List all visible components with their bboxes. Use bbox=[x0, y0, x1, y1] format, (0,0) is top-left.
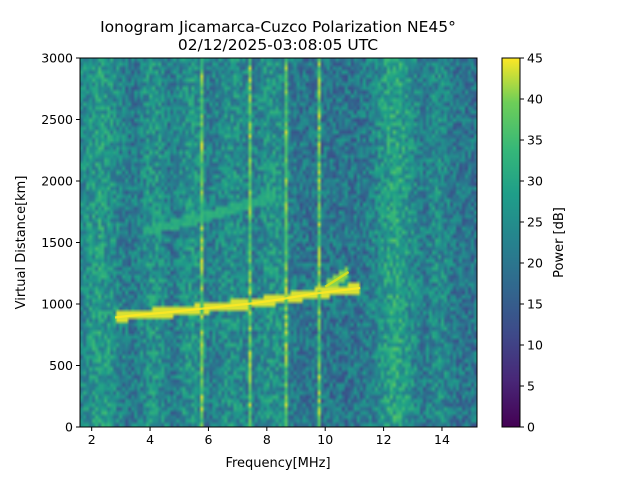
x-tick-label: 14 bbox=[434, 432, 450, 447]
x-tick-label: 10 bbox=[317, 432, 333, 447]
echo-spur-line bbox=[324, 270, 350, 288]
echo-trace-line bbox=[114, 286, 361, 319]
colorbar-tick-label: 0 bbox=[527, 420, 535, 435]
x-axis-label: Frequency[MHz] bbox=[225, 456, 330, 471]
heatmap-image bbox=[80, 58, 477, 427]
colorbar-label: Power [dB] bbox=[552, 207, 567, 278]
colorbar-tick-label: 5 bbox=[527, 379, 535, 394]
colorbar bbox=[502, 58, 520, 427]
x-tick-label: 12 bbox=[376, 432, 392, 447]
y-tick-label: 500 bbox=[49, 358, 73, 373]
colorbar-axis: 0 5 10 15 20 25 30 35 40 45 bbox=[520, 51, 543, 435]
colorbar-tick-label: 20 bbox=[527, 256, 543, 271]
heatmap-area bbox=[80, 58, 477, 427]
colorbar-tick-label: 25 bbox=[527, 215, 543, 230]
chart-title-line2: 02/12/2025-03:08:05 UTC bbox=[178, 36, 378, 54]
y-tick-label: 1500 bbox=[41, 235, 73, 250]
x-tick-label: 4 bbox=[146, 432, 154, 447]
y-tick-label: 0 bbox=[65, 420, 73, 435]
colorbar-frame bbox=[501, 57, 521, 428]
colorbar-tick-label: 30 bbox=[527, 174, 543, 189]
x-axis: 2 4 6 8 10 12 14 bbox=[88, 427, 450, 447]
chart-title-line1: Ionogram Jicamarca-Cuzco Polarization NE… bbox=[100, 18, 456, 36]
colorbar-tick-label: 45 bbox=[527, 51, 543, 66]
x-tick-label: 8 bbox=[263, 432, 271, 447]
colorbar-tick-label: 10 bbox=[527, 338, 543, 353]
y-tick-label: 3000 bbox=[41, 51, 73, 66]
x-tick-label: 2 bbox=[88, 432, 96, 447]
colorbar-tick-label: 35 bbox=[527, 133, 543, 148]
colorbar-tick-label: 15 bbox=[527, 297, 543, 312]
colorbar-tick-label: 40 bbox=[527, 92, 543, 107]
y-tick-label: 2000 bbox=[41, 174, 73, 189]
x-tick-label: 6 bbox=[204, 432, 212, 447]
y-tick-label: 1000 bbox=[41, 297, 73, 312]
y-tick-label: 2500 bbox=[41, 112, 73, 127]
y-axis-label: Virtual Distance[km] bbox=[14, 176, 29, 310]
y-axis: 0 500 1000 1500 2000 2500 3000 bbox=[41, 51, 80, 435]
